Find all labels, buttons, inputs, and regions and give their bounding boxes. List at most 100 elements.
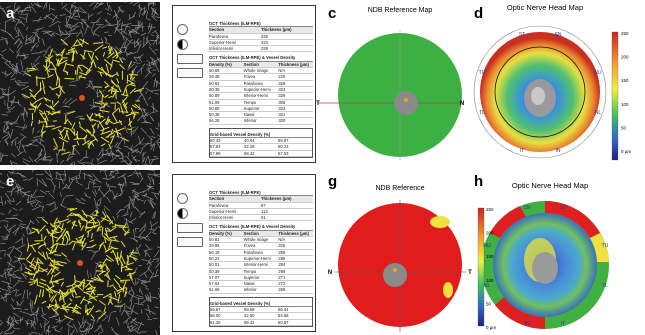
sector-label: NU bbox=[483, 243, 491, 249]
table-cell: 268 bbox=[278, 287, 313, 292]
table-cell: 321 bbox=[278, 112, 313, 117]
vessel bbox=[52, 231, 53, 241]
table-cell: 51.66 bbox=[209, 287, 244, 292]
table-cell: Tempo bbox=[244, 100, 279, 105]
vessel bbox=[36, 78, 45, 79]
icon-box bbox=[177, 237, 203, 247]
panel-letter: h bbox=[474, 173, 483, 190]
colorbar-label: 250 bbox=[621, 31, 629, 36]
sector-label: NL bbox=[595, 110, 602, 116]
table-row: Inferior-Hemi91 bbox=[209, 215, 313, 221]
table-row: Inferior-Hemi329 bbox=[209, 46, 313, 52]
onh-map bbox=[474, 26, 618, 160]
colorbar-label: 200 bbox=[621, 55, 629, 60]
map-title: NDB Reference bbox=[375, 185, 424, 192]
table-cell: Superior bbox=[244, 106, 279, 111]
vessel bbox=[38, 229, 39, 233]
table-cell: 326 bbox=[278, 81, 313, 86]
vessel bbox=[29, 272, 30, 275]
table-cell: Parafovea bbox=[209, 203, 261, 208]
column-header: Section bbox=[244, 231, 279, 236]
table-cell: 286 bbox=[278, 256, 313, 261]
table-cell: 56.25 bbox=[209, 118, 244, 123]
table-cell: 272 bbox=[278, 281, 313, 286]
colorbar-label: 50 bbox=[486, 301, 492, 306]
faz bbox=[79, 95, 85, 101]
grid-cell: 60.57 bbox=[278, 320, 312, 325]
table-cell: 50.35 bbox=[209, 87, 244, 92]
sector-label: TU bbox=[479, 70, 486, 76]
table-cell: 225 bbox=[278, 243, 313, 248]
table-cell: Inferior-Hemi bbox=[209, 215, 261, 220]
table-cell: Superior bbox=[244, 275, 279, 280]
sector-label: IT bbox=[520, 148, 524, 154]
icon-box bbox=[177, 39, 188, 50]
colorbar-label: 0 µm bbox=[621, 149, 631, 154]
table-cell: 113 bbox=[261, 209, 313, 214]
colorbar-label: 250 bbox=[486, 207, 494, 212]
table-cell: 50.39 bbox=[209, 269, 244, 274]
vessel bbox=[147, 0, 148, 2]
grid-cell: 32.28 bbox=[244, 144, 278, 149]
side-label: N bbox=[328, 270, 332, 276]
ndb-map bbox=[318, 30, 462, 160]
table-cell: 57.64 bbox=[209, 281, 244, 286]
sector-label: SN bbox=[555, 32, 562, 38]
report: OCT Thickness (ILM-RPE)SectionThickness … bbox=[172, 5, 316, 163]
side-label: N bbox=[460, 101, 464, 107]
colorbar-label: 100 bbox=[486, 278, 494, 283]
table-cell: Parafovea bbox=[244, 250, 279, 255]
grid-cell: 40.04 bbox=[244, 138, 278, 143]
grid-cell: 51.30 bbox=[210, 320, 244, 325]
table-cell: Superior-Hemi bbox=[209, 209, 261, 214]
vessel bbox=[93, 43, 102, 44]
grid-cell: 56.00 bbox=[210, 313, 244, 318]
grid-cell: 57.88 bbox=[210, 151, 244, 156]
table-cell: Superior-Hemi bbox=[244, 256, 279, 261]
sector-label: IN bbox=[525, 321, 530, 327]
grid-cell: 54.58 bbox=[278, 313, 312, 318]
table-cell: 50.69 bbox=[209, 106, 244, 111]
grid-row: 57.8858.4257.53 bbox=[210, 151, 312, 157]
table-cell: 57.07 bbox=[209, 275, 244, 280]
vessel bbox=[102, 227, 103, 235]
colorbar-label: 150 bbox=[621, 78, 629, 83]
table-cell: Tempo bbox=[244, 269, 279, 274]
figure: abcdefghNDB Reference MapTNNDB Reference… bbox=[0, 0, 645, 335]
table-cell: Nasal bbox=[244, 281, 279, 286]
colorbar-label: 50 bbox=[621, 125, 627, 130]
map-title: Optic Nerve Head Map bbox=[512, 181, 588, 190]
panel-letter: d bbox=[474, 5, 483, 22]
table-row: 51.66Inferior268 bbox=[209, 287, 313, 293]
report-icons bbox=[177, 20, 205, 82]
table-cell: Whole Image bbox=[244, 68, 279, 73]
panel-letter: c bbox=[328, 5, 336, 22]
vessel bbox=[128, 257, 129, 264]
table-row: 56.25Inferior320 bbox=[209, 118, 313, 124]
sector-label: TL bbox=[479, 110, 485, 116]
onh-map bbox=[478, 201, 609, 329]
table-cell: 26.46 bbox=[209, 74, 244, 79]
vessel bbox=[123, 286, 124, 292]
panel-letter: g bbox=[328, 173, 337, 190]
column-header: Thickness (µm) bbox=[278, 231, 313, 236]
table-cell: 50.23 bbox=[209, 256, 244, 261]
vessel bbox=[41, 114, 44, 115]
table-cell: Inferior bbox=[244, 118, 279, 123]
table-cell: 271 bbox=[278, 275, 313, 280]
column-header: Thickness (µm) bbox=[261, 196, 313, 201]
report-body: OCT Thickness (ILM-RPE)SectionThickness … bbox=[209, 18, 313, 158]
table-cell: Fovea bbox=[244, 74, 279, 79]
table-cell: 326 bbox=[261, 34, 313, 39]
grid-cell: 58.42 bbox=[244, 151, 278, 156]
map-title: NDB Reference Map bbox=[368, 7, 433, 14]
vessel bbox=[84, 285, 85, 289]
grid-cell: 55.67 bbox=[210, 307, 244, 312]
table-cell: 225 bbox=[278, 74, 313, 79]
sector-label: NU bbox=[594, 70, 602, 76]
table-cell: Inferior bbox=[244, 287, 279, 292]
table-cell: 299 bbox=[278, 269, 313, 274]
vessel bbox=[125, 269, 132, 270]
grid-cell: 60.23 bbox=[278, 144, 312, 149]
vessel bbox=[9, 0, 12, 2]
